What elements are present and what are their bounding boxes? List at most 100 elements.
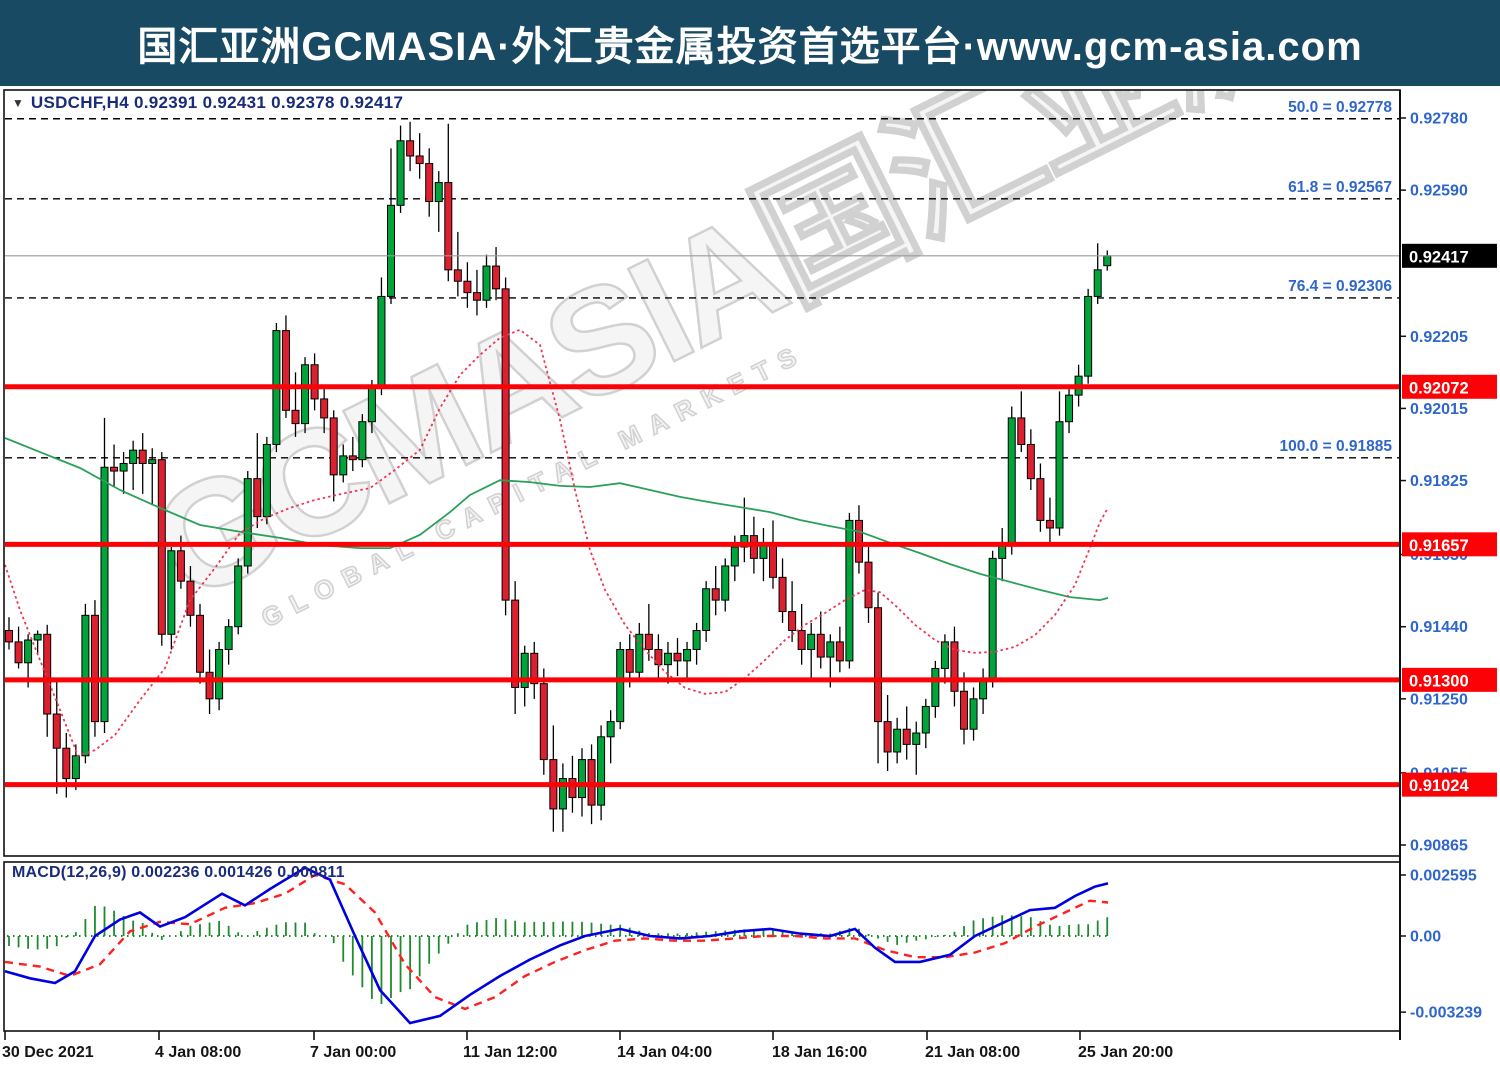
candle-bearish xyxy=(291,409,300,425)
time-axis-label: 4 Jan 08:00 xyxy=(155,1044,241,1061)
candle-bullish xyxy=(358,421,367,461)
candle-bearish xyxy=(864,561,873,609)
candle-bullish xyxy=(243,478,252,567)
ma-green-line xyxy=(4,437,1109,602)
candle-bearish xyxy=(463,280,472,294)
candle-bullish xyxy=(931,667,940,707)
candle-bearish xyxy=(1017,417,1026,445)
candle-bearish xyxy=(568,778,577,799)
candle-bullish xyxy=(721,565,730,601)
candle-bullish xyxy=(597,736,606,806)
candle-bearish xyxy=(769,542,777,578)
fib-level-label: 76.4 = 0.92306 xyxy=(1288,278,1392,295)
candle-bearish xyxy=(176,550,185,582)
candle-bullish xyxy=(262,443,271,518)
candle-bullish xyxy=(339,455,348,476)
candle-bullish xyxy=(387,204,395,297)
time-axis-label: 11 Jan 12:00 xyxy=(463,1044,557,1061)
candle-bearish xyxy=(874,607,883,723)
macd-axis-label: -0.003239 xyxy=(1410,1005,1482,1022)
candle-bullish xyxy=(215,648,224,700)
candle-bullish xyxy=(81,614,90,757)
candle-bearish xyxy=(511,599,520,688)
y-axis-label: 0.91825 xyxy=(1410,473,1468,490)
symbol-ohlc-text: USDCHF,H4 0.92391 0.92431 0.92378 0.9241… xyxy=(30,93,404,112)
y-axis-label: 0.92590 xyxy=(1410,183,1468,200)
candle-bullish xyxy=(148,459,157,464)
candle-bearish xyxy=(196,614,204,673)
candle-bullish xyxy=(1007,417,1016,544)
candle-bearish xyxy=(472,292,481,301)
candle-bullish xyxy=(1103,255,1112,267)
candle-bearish xyxy=(816,633,825,658)
macd-panel-frame xyxy=(3,861,1401,1032)
candle-bearish xyxy=(625,648,634,673)
broker-banner: 国汇亚洲GCMASIA·外汇贵金属投资首选平台·www.gcm-asia.com xyxy=(0,0,1500,86)
candle-bullish xyxy=(740,535,749,548)
candle-bearish xyxy=(492,265,501,290)
candle-bullish xyxy=(1084,295,1093,377)
candle-bullish xyxy=(683,648,692,662)
candle-bearish xyxy=(406,140,415,157)
candle-bullish xyxy=(119,462,128,472)
main-panel-frame xyxy=(3,89,1401,857)
level-price-badge-label: 0.92072 xyxy=(1409,379,1469,397)
candle-bullish xyxy=(129,449,138,464)
candle-bullish xyxy=(979,679,988,700)
candle-bullish xyxy=(396,140,405,206)
candle-bearish xyxy=(797,630,806,650)
y-axis-label: 0.91250 xyxy=(1410,691,1468,708)
candle-bearish xyxy=(205,671,214,700)
candle-bearish xyxy=(539,683,548,761)
candle-bearish xyxy=(749,535,758,559)
candle-bullish xyxy=(367,387,376,423)
candle-bullish xyxy=(167,550,176,635)
candle-bearish xyxy=(854,519,863,563)
time-axis-label: 7 Jan 00:00 xyxy=(310,1044,396,1061)
candle-bearish xyxy=(1036,478,1045,521)
candle-bullish xyxy=(606,721,615,738)
symbol-dropdown-icon[interactable]: ▼ xyxy=(12,96,24,110)
candle-bearish xyxy=(253,478,262,518)
candle-bullish xyxy=(33,633,42,641)
candle-bearish xyxy=(444,182,453,271)
candle-bearish xyxy=(110,466,119,472)
level-price-badge-label: 0.91024 xyxy=(1409,777,1469,795)
candle-bearish xyxy=(788,611,797,632)
fib-level-label: 100.0 = 0.91885 xyxy=(1280,438,1393,455)
candle-bullish xyxy=(845,519,854,662)
y-axis-label: 0.92780 xyxy=(1410,111,1468,128)
candle-bearish xyxy=(673,652,682,662)
candle-bearish xyxy=(320,398,329,419)
candle-bearish xyxy=(835,641,844,662)
candle-bearish xyxy=(62,747,71,780)
time-axis-label: 18 Jan 16:00 xyxy=(772,1044,867,1061)
candle-bullish xyxy=(578,759,586,799)
candle-bearish xyxy=(52,713,61,749)
candle-bullish xyxy=(71,755,80,780)
candle-bearish xyxy=(883,721,892,753)
candle-bearish xyxy=(281,330,290,411)
y-axis-label: 0.92015 xyxy=(1410,401,1468,418)
candle-bullish xyxy=(520,652,529,688)
candle-bullish xyxy=(702,588,711,632)
candle-bullish xyxy=(663,652,672,666)
candle-bullish xyxy=(921,705,930,734)
level-price-badge xyxy=(1402,374,1497,399)
time-axis-label: 21 Jan 08:00 xyxy=(925,1044,1020,1061)
candle-bullish xyxy=(912,732,921,745)
candle-bearish xyxy=(644,633,653,650)
candle-bearish xyxy=(425,163,434,203)
candle-bullish xyxy=(1065,394,1074,423)
candle-bullish xyxy=(558,778,567,810)
level-price-badge-label: 0.91657 xyxy=(1409,537,1469,555)
candle-bullish xyxy=(1093,269,1102,297)
candle-bullish xyxy=(434,182,443,203)
fib-level-label: 50.0 = 0.92778 xyxy=(1288,99,1392,116)
candle-bullish xyxy=(482,265,491,301)
candle-bearish xyxy=(14,641,23,664)
time-axis-label: 30 Dec 2021 xyxy=(2,1044,94,1061)
macd-indicator-title: MACD(12,26,9) 0.002236 0.001426 0.000811 xyxy=(12,864,345,881)
fib-level-label: 61.8 = 0.92567 xyxy=(1288,179,1392,196)
